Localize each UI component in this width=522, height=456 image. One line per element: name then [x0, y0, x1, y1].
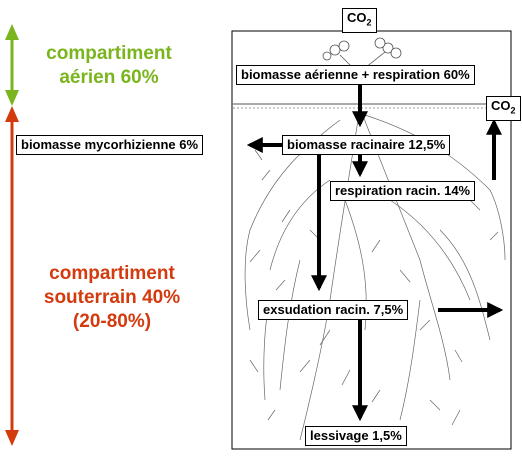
leaching-label: lessivage 1,5% [305, 426, 407, 446]
root-system [244, 107, 506, 441]
co2-top-sub: 2 [366, 17, 372, 28]
co2-top-label: CO2 [342, 8, 377, 33]
underground-line1: compartiment [49, 263, 175, 284]
co2-right-sub: 2 [510, 105, 516, 116]
root-respiration-label: respiration racin. 14% [330, 181, 476, 201]
plant-frame [231, 30, 512, 450]
aerial-line2: aérien 60% [59, 67, 159, 88]
plant-sketch [322, 37, 402, 105]
root-biomass-label: biomasse racinaire 12,5% [282, 135, 451, 155]
underground-compartment-label: compartiment souterrain 40% (20-80%) [22, 262, 202, 334]
aerial-biomass-label: biomasse aérienne + respiration 60% [236, 65, 475, 85]
aerial-compartment-label: compartiment aérien 60% [24, 42, 194, 90]
aerial-line1: compartiment [46, 43, 172, 64]
exudation-label: exsudation racin. 7,5% [258, 300, 409, 320]
underground-line2: souterrain 40% [43, 287, 181, 308]
mycorrhizal-biomass-label: biomasse mycorhizienne 6% [16, 135, 204, 155]
co2-top-main: CO [347, 10, 367, 25]
underground-line3: (20-80%) [72, 311, 152, 332]
co2-right-label: CO2 [486, 96, 521, 121]
co2-right-main: CO [491, 98, 511, 113]
